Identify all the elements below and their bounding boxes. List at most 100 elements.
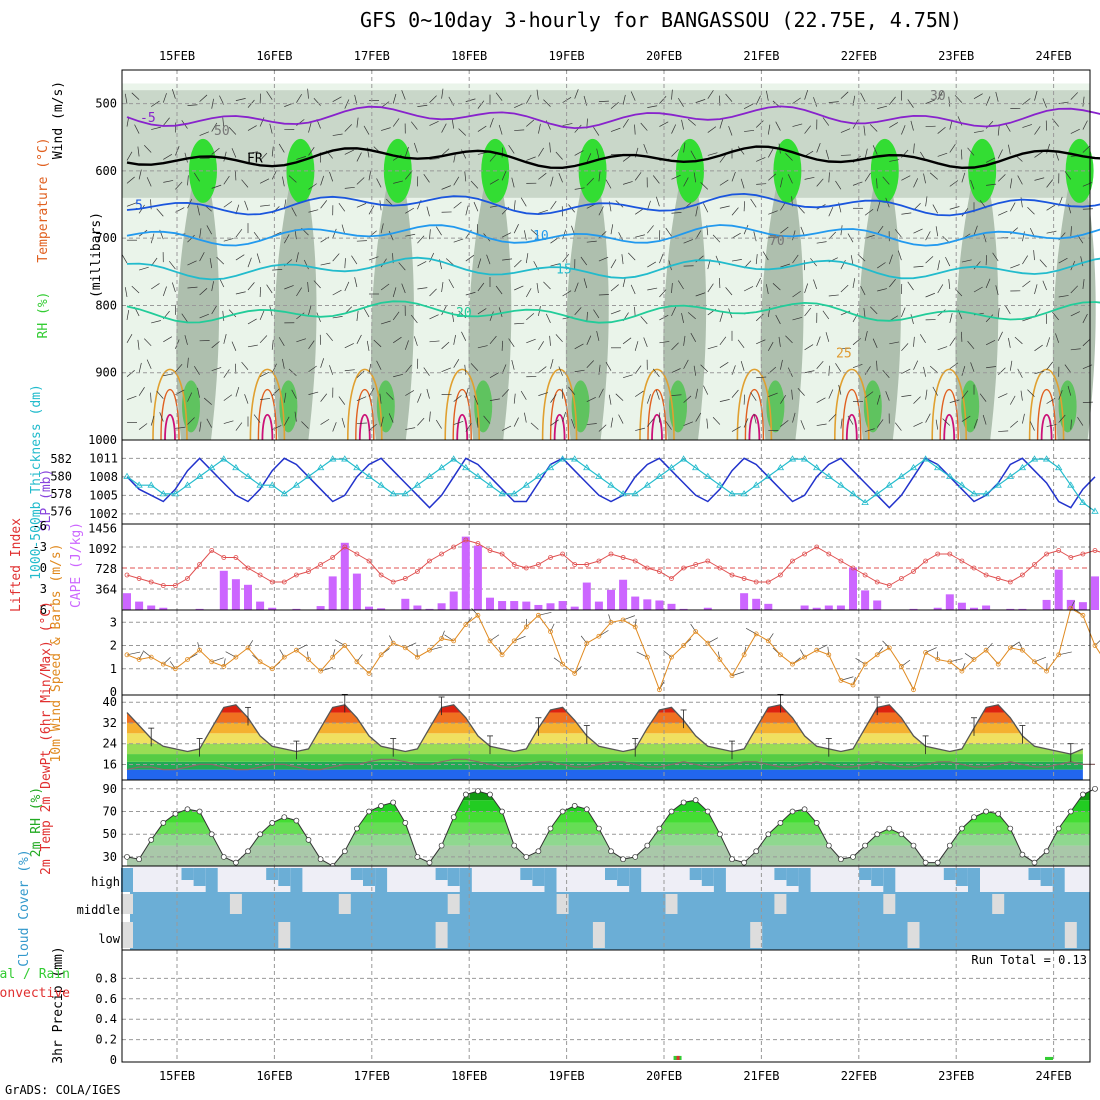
wind-barb [961,331,963,342]
rh-marker [233,859,239,866]
wind-barb [792,230,796,241]
wind-barb [1067,385,1072,396]
cape-bar [667,603,676,610]
wind-barb [223,151,227,162]
wind-barb [995,91,999,102]
rh-marker [789,808,796,815]
wind-barb [889,122,899,128]
wind-barb [813,97,818,107]
li-marker [862,572,868,578]
wind-barb [1039,259,1047,268]
wind-barb [294,411,297,422]
wind-barb [511,177,515,188]
wind-tick: 1 [110,662,117,676]
wind-barb [426,206,430,217]
wind-barb [635,390,644,397]
wind-barb [744,129,755,132]
rh-marker [438,842,445,849]
wind-barb [156,390,164,399]
wind-barb [175,181,183,190]
li-marker [354,551,360,557]
wind-barb [894,229,902,238]
wind-barb [393,373,403,378]
wind-barb [816,336,821,346]
wind-barb [313,280,321,289]
wind-barb [586,177,594,186]
wind-barb [610,310,621,315]
wind-barb [586,360,594,368]
thickness-marker [595,472,603,479]
rh-plume [955,144,999,440]
rh-marker [317,856,324,863]
thickness-marker [704,472,712,479]
temperature-tick: 40 [103,695,117,709]
temperature-band [127,761,1083,770]
high-cloud-bar [883,868,896,892]
wind-barb [1022,231,1025,242]
isotherm-30 [257,389,278,441]
wind-barb [913,422,923,427]
cloud-gap [774,894,787,914]
rh-marker [862,842,868,849]
wind-barb [663,650,672,658]
cape-bar [1078,602,1087,610]
wind-barb [126,333,133,343]
wind-barb [872,145,878,155]
wind-barb [441,282,444,293]
axis-label: 2m Temp 2m DewPt (6hr Min/Max) (°C) [39,601,54,875]
wind-barb [344,258,346,269]
rh-band [127,845,1090,866]
wind-barb [211,367,222,372]
li-marker [209,548,215,553]
wind-barb [356,396,367,401]
wind-barb [792,316,803,321]
rh-marker [1007,825,1014,832]
li-marker [511,562,517,567]
rh-marker [886,825,893,832]
high-cloud-bar [544,868,557,892]
wind-barb [296,338,307,343]
wind-barb [332,315,343,319]
wind-barb [392,311,400,321]
li-marker [886,583,892,588]
axis-label: 3hr Precip (mm) [51,946,66,1063]
wind-barb [423,173,430,183]
wind-barb [380,258,387,268]
wind-barb [1017,175,1023,185]
wind-barb [356,334,362,344]
wind-marker [814,647,820,653]
li-marker [523,565,529,571]
date-label-bottom: 19FEB [549,1069,585,1083]
rh-marker [801,806,808,813]
wind-marker [1056,652,1062,658]
rh-marker [354,825,360,832]
date-label-bottom: 17FEB [354,1069,390,1083]
wind-barb [780,226,789,234]
wind-barb [1094,640,1100,646]
wind-barb [187,357,189,368]
wind-barb [543,281,551,290]
li-marker [620,555,626,560]
cape-bar [256,601,265,610]
wind-barb [199,94,208,102]
li-marker [608,551,614,557]
rh-marker [547,825,554,832]
wind-barb [671,174,681,180]
li-marker [632,558,638,564]
wind-marker [390,640,396,646]
wind-barb [266,284,273,294]
wind-barb [502,258,513,261]
wind-barb [1070,285,1078,294]
date-label-bottom: 22FEB [841,1069,877,1083]
high-cloud-bar [459,868,472,892]
wind-barb [973,225,978,236]
wind-barb [725,287,733,296]
cape-bar [195,608,204,610]
wind-barb [973,419,978,429]
wind-marker [245,645,251,651]
wind-barb [393,180,403,184]
wind-barb [937,284,944,294]
cloud-gap [992,894,1005,914]
wind-barb [260,398,271,400]
wind-barb [538,209,549,214]
